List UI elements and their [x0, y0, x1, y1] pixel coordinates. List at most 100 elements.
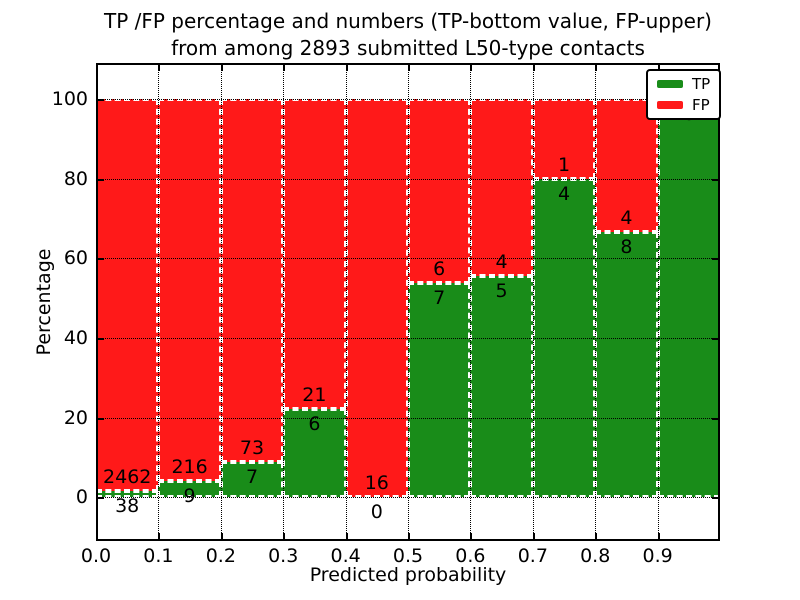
x-tick-label-0.5: 0.5: [392, 545, 424, 567]
bar-tp-0.6-0.7: [470, 275, 533, 498]
gridline-v-0.3: [283, 63, 285, 541]
y-tick-right-80: [712, 178, 718, 181]
x-tick-bottom-0.2: [220, 533, 223, 539]
x-tick-bottom-1: [718, 533, 720, 539]
x-tick-bottom-0.3: [283, 533, 286, 539]
gridline-v-0.2: [220, 63, 222, 541]
y-tick-left-80: [98, 178, 104, 181]
x-tick-top-0.3: [283, 65, 286, 71]
y-tick-label-80: 80: [63, 167, 88, 190]
y-tick-left-100: [98, 98, 104, 101]
x-tick-bottom-0.1: [158, 533, 161, 539]
x-tick-label-0.2: 0.2: [205, 545, 236, 567]
bar-fp-0-0.1: [96, 98, 159, 492]
bar-count-tp-0.7-0.8: 4: [557, 182, 571, 205]
x-tick-label-0.0: 0.0: [80, 545, 112, 567]
legend-item-tp: TP: [657, 76, 710, 92]
x-tick-bottom-0.5: [408, 533, 410, 539]
bar-count-tp-0.4-0.5: 0: [370, 501, 383, 524]
gridline-v-0.8: [595, 63, 597, 541]
gridline-v-0.4: [345, 63, 347, 541]
bar-count-tp-0.3-0.4: 6: [308, 412, 321, 435]
bar-fp-0.3-0.4: [283, 98, 346, 409]
x-tick-bottom-0.6: [470, 533, 473, 539]
y-tick-right-40: [712, 337, 718, 340]
x-tick-label-0.6: 0.6: [455, 545, 486, 567]
x-tick-top-0: [96, 65, 98, 71]
x-tick-top-0.6: [470, 65, 473, 71]
y-tick-label-100: 100: [51, 87, 88, 110]
y-tick-left-0: [98, 497, 104, 500]
legend-label-tp: TP: [692, 75, 711, 93]
x-tick-top-0.2: [220, 65, 223, 71]
x-tick-label-0.1: 0.1: [143, 545, 174, 567]
x-tick-top-0.5: [408, 65, 410, 71]
x-tick-bottom-0.4: [345, 533, 348, 539]
x-tick-label-0.8: 0.8: [580, 545, 611, 567]
bar-count-tp-0.5-0.6: 7: [433, 286, 446, 309]
bar-count-tp-0.1-0.2: 9: [183, 485, 196, 508]
legend-label-fp: FP: [692, 96, 710, 114]
gridline-v-0.5: [408, 63, 409, 541]
y-tick-right-60: [712, 258, 718, 261]
x-tick-top-0.9: [657, 65, 660, 71]
bar-fp-0.5-0.6: [408, 98, 471, 283]
gridline-v-0.9: [657, 63, 659, 541]
bar-count-tp-0.2-0.3: 7: [245, 466, 259, 489]
chart-title-line2: from among 2893 submitted L50-type conta…: [171, 36, 645, 60]
y-tick-right-0: [712, 497, 718, 500]
bar-fp-0.2-0.3: [220, 98, 284, 463]
bar-tp-0.5-0.6: [408, 282, 471, 498]
x-tick-top-0.1: [158, 65, 161, 71]
legend: TP FP: [646, 69, 722, 120]
legend-item-fp: FP: [657, 97, 710, 113]
y-tick-left-20: [98, 417, 104, 420]
x-tick-bottom-0.8: [595, 533, 598, 539]
bar-count-fp-0.4-0.5: 16: [364, 472, 389, 495]
x-axis-label: Predicted probability: [309, 564, 507, 586]
gridline-v-0.1: [158, 63, 160, 541]
gridline-v-0.7: [532, 63, 534, 541]
bar-count-fp-0.2-0.3: 73: [239, 437, 265, 460]
bar-count-fp-0.3-0.4: 21: [302, 383, 327, 406]
bar-fp-0.1-0.2: [158, 98, 221, 482]
x-tick-top-0.4: [345, 65, 348, 71]
bar-tp-0.8-0.9: [595, 231, 658, 498]
x-tick-label-0.3: 0.3: [268, 545, 299, 567]
x-tick-bottom-0: [96, 533, 98, 539]
x-tick-label-0.9: 0.9: [642, 545, 673, 567]
bar-tp-0.1-0.2: [158, 481, 221, 498]
y-tick-left-60: [98, 258, 104, 261]
bar-tp-0.3-0.4: [283, 408, 346, 498]
x-tick-top-0.7: [532, 65, 535, 71]
y-tick-label-40: 40: [63, 326, 88, 349]
x-tick-top-0.8: [595, 65, 598, 71]
gridline-v-0.6: [470, 63, 472, 541]
y-tick-left-40: [98, 337, 104, 340]
bar-count-tp-0.6-0.7: 5: [495, 279, 508, 302]
x-tick-label-0.7: 0.7: [517, 545, 548, 567]
bar-fp-0.8-0.9: [595, 98, 658, 232]
bar-count-fp-0.7-0.8: 1: [557, 153, 571, 176]
bar-count-fp-0.8-0.9: 4: [620, 206, 633, 229]
plot-area: 24623821697372161606745144806: [96, 63, 720, 541]
y-tick-label-20: 20: [63, 406, 88, 429]
chart-title: TP /FP percentage and numbers (TP-bottom…: [96, 8, 720, 62]
legend-swatch-fp: [657, 101, 683, 109]
y-tick-label-0: 0: [75, 486, 88, 509]
bar-count-fp-0-0.1: 2462: [103, 466, 152, 489]
bar-fp-0.6-0.7: [470, 98, 533, 276]
x-tick-label-0.4: 0.4: [330, 545, 361, 567]
bar-fp-0.4-0.5: [345, 98, 408, 498]
bar-tp-0.2-0.3: [220, 462, 284, 498]
bar-count-fp-0.6-0.7: 4: [495, 250, 508, 273]
chart-title-line1: TP /FP percentage and numbers (TP-bottom…: [104, 9, 712, 33]
bar-tp-0.9-1: [657, 98, 720, 498]
x-tick-bottom-0.9: [657, 533, 660, 539]
bar-count-fp-0.5-0.6: 6: [433, 257, 446, 280]
bar-count-tp-0-0.1: 38: [115, 495, 140, 518]
bar-count-fp-0.1-0.2: 216: [171, 456, 208, 479]
y-tick-label-60: 60: [63, 247, 88, 270]
bar-fp-0.7-0.8: [532, 98, 596, 179]
